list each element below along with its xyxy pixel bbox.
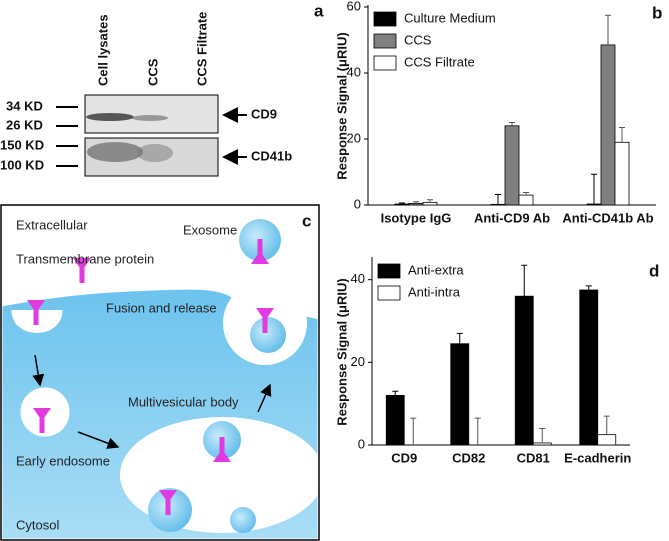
bar (586, 203, 602, 206)
legend-swatch (377, 285, 401, 301)
error-bar (591, 173, 597, 205)
arrow (77, 431, 120, 449)
x-tick-label: E-cadherin (564, 450, 631, 465)
y-tick-label: 20 (351, 354, 365, 369)
y-axis-label: Response Signal (μRIU) (334, 278, 349, 425)
arrow (257, 383, 272, 413)
y-tick-label: 0 (358, 436, 365, 451)
marker-label: 150 KD (0, 137, 44, 152)
panel-label: a (314, 1, 324, 20)
bar (422, 201, 438, 206)
bar (385, 394, 405, 446)
vesicle (230, 507, 256, 533)
blot-panel: a Cell lysates CCS CCS Filtrate 34 KD 26… (0, 1, 324, 177)
panel-label: d (649, 261, 659, 280)
error-bar (605, 14, 611, 45)
error-bar (413, 201, 419, 204)
blot-band (132, 115, 168, 121)
bar (514, 295, 534, 446)
x-tick-label: Isotype IgG (381, 210, 452, 225)
error-bar (410, 417, 417, 445)
y-tick-label: 40 (347, 64, 361, 79)
bar (450, 343, 470, 446)
bar (614, 141, 630, 206)
y-tick-label: 40 (351, 271, 365, 286)
error-bar (427, 199, 433, 203)
error-bar (399, 202, 405, 205)
y-tick-label: 0 (354, 196, 361, 211)
error-bar (456, 332, 463, 344)
bar (394, 203, 410, 206)
panel-label: c (302, 211, 311, 230)
error-bar (392, 390, 399, 396)
error-bar (495, 193, 501, 205)
error-bar (474, 417, 481, 445)
band-label: CD9 (251, 106, 277, 121)
x-tick-label: Anti-CD9 Ab (474, 210, 550, 225)
legend-swatch (373, 33, 397, 49)
marker-label: 26 KD (6, 117, 43, 132)
legend-swatch (373, 11, 397, 27)
lane-label: CCS (145, 58, 160, 86)
legend-label: Culture Medium (404, 10, 496, 25)
y-tick-label: 20 (347, 130, 361, 145)
legend-swatch (373, 55, 397, 71)
lane-label: Cell lysates (95, 14, 110, 86)
blot-band (86, 113, 134, 121)
bar (490, 203, 506, 206)
blot-band (87, 142, 143, 162)
bar (600, 44, 616, 206)
y-tick-label: 60 (347, 0, 361, 13)
x-tick-label: CD9 (391, 450, 417, 465)
diagram-label: Cytosol (16, 517, 59, 532)
diagram-label: Transmembrane protein (16, 251, 154, 266)
bar (518, 194, 534, 206)
y-axis-label: Response Signal (μRIU) (334, 32, 349, 179)
diagram-label: Early endosome (16, 453, 110, 468)
diagram-border (0, 204, 320, 541)
diagram-label: Extracellular (16, 217, 88, 232)
x-tick-label: CD82 (452, 450, 485, 465)
legend-swatch (377, 263, 401, 279)
error-bar (585, 285, 592, 290)
lane-label: CCS Filtrate (194, 12, 209, 86)
x-tick-label: Anti-CD41b Ab (562, 210, 653, 225)
arrow (32, 354, 45, 387)
error-bar (603, 415, 610, 435)
bar (532, 442, 552, 446)
diagram-label: Multivesicular body (128, 394, 239, 409)
marker-label: 100 KD (0, 157, 44, 172)
legend-label: Anti-extra (408, 262, 464, 277)
blot-band (137, 144, 173, 162)
marker-label: 34 KD (6, 98, 43, 113)
vesicle (250, 317, 286, 353)
diagram-label: Fusion and release (106, 300, 217, 315)
x-tick-label: CD81 (517, 450, 550, 465)
error-bar (521, 264, 528, 297)
error-bar (523, 191, 529, 196)
bar (504, 125, 520, 206)
error-bar (619, 126, 625, 143)
error-bar (509, 122, 515, 126)
legend-label: Anti-intra (408, 284, 461, 299)
band-label: CD41b (251, 148, 292, 163)
bar (579, 289, 599, 446)
bar (597, 434, 617, 446)
error-bar (539, 427, 546, 443)
diagram-label: Exosome (183, 222, 237, 237)
legend-label: CCS Filtrate (404, 54, 475, 69)
panel-label: b (652, 3, 662, 22)
legend-label: CCS (404, 32, 432, 47)
bar (408, 202, 424, 206)
diagram-panel: c Extracellular Exosome Transmembrane pr… (0, 204, 324, 541)
